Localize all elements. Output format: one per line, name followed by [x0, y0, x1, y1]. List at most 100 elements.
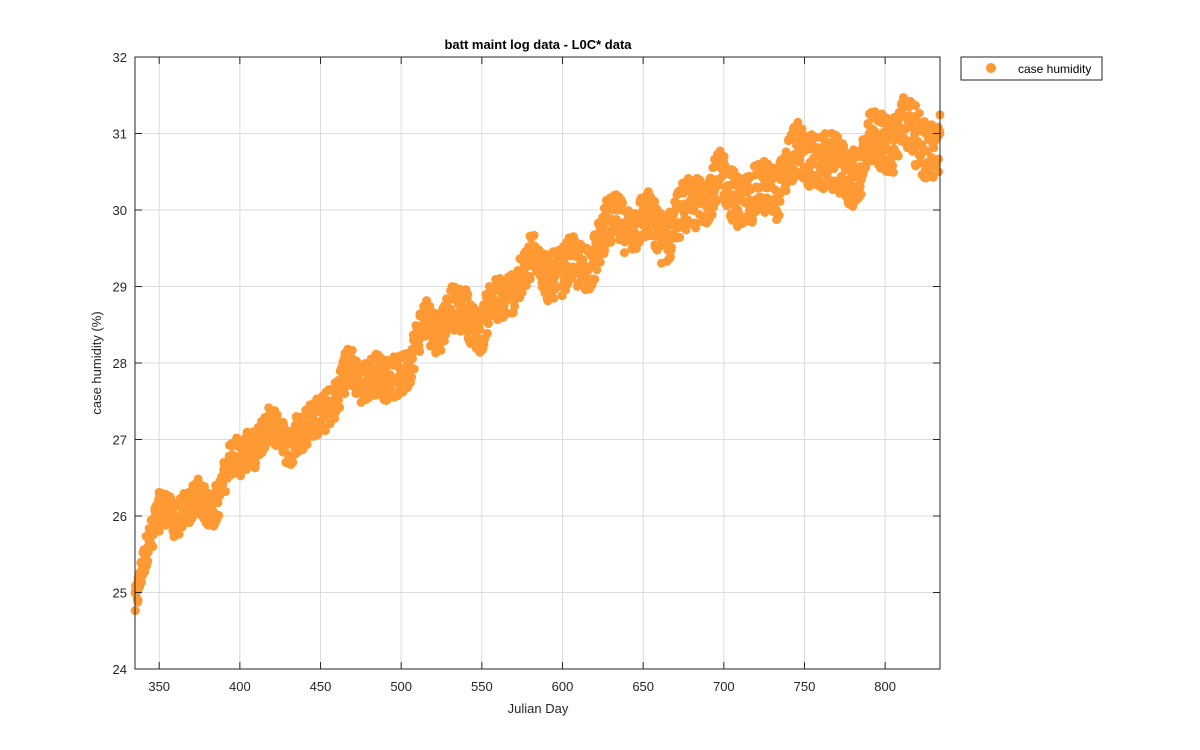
data-point	[415, 346, 425, 356]
data-point	[143, 547, 153, 557]
x-tick-label: 800	[874, 679, 896, 694]
x-tick-label: 750	[794, 679, 816, 694]
data-point	[199, 482, 209, 492]
data-point	[898, 93, 908, 103]
x-tick-label: 600	[552, 679, 574, 694]
data-point	[549, 293, 559, 303]
y-tick-label: 29	[113, 280, 127, 295]
data-point	[334, 391, 344, 401]
x-tick-label: 550	[471, 679, 493, 694]
data-point	[320, 426, 330, 436]
data-point	[893, 151, 903, 161]
data-point	[483, 318, 493, 328]
data-point	[221, 486, 231, 496]
data-points	[130, 93, 945, 616]
data-point	[521, 281, 531, 291]
data-point	[898, 109, 908, 119]
data-point	[775, 196, 785, 206]
x-tick-label: 650	[632, 679, 654, 694]
y-tick-label: 28	[113, 356, 127, 371]
x-tick-label: 450	[310, 679, 332, 694]
data-point	[214, 510, 224, 520]
data-point	[517, 288, 527, 298]
data-point	[583, 266, 593, 276]
data-point	[606, 237, 616, 247]
data-point	[793, 117, 803, 127]
y-tick-label: 32	[113, 50, 127, 65]
legend-marker	[986, 63, 996, 73]
data-point	[482, 328, 492, 338]
data-point	[856, 189, 866, 199]
data-point	[510, 301, 520, 311]
data-point	[914, 108, 924, 118]
data-point	[463, 289, 473, 299]
y-axis-title: case humidity (%)	[89, 311, 104, 414]
data-point	[529, 230, 539, 240]
data-point	[833, 132, 843, 142]
data-point	[335, 403, 345, 413]
data-point	[829, 164, 839, 174]
data-point	[436, 345, 446, 355]
data-point	[822, 168, 832, 178]
data-point	[665, 252, 675, 262]
data-point	[457, 300, 467, 310]
data-point	[911, 101, 921, 111]
data-point	[573, 278, 583, 288]
data-point	[143, 556, 153, 566]
data-point	[679, 204, 689, 214]
data-point	[590, 274, 600, 284]
data-point	[675, 232, 685, 242]
legend[interactable]: case humidity	[960, 56, 1103, 81]
data-point	[619, 248, 629, 258]
data-point	[934, 167, 944, 177]
y-tick-label: 25	[113, 586, 127, 601]
data-point	[666, 243, 676, 253]
x-tick-label: 700	[713, 679, 735, 694]
data-point	[618, 198, 628, 208]
data-point	[781, 186, 791, 196]
y-tick-label: 31	[113, 127, 127, 142]
data-point	[719, 151, 729, 161]
data-point	[433, 318, 443, 328]
data-point	[807, 160, 817, 170]
data-point	[709, 202, 719, 212]
data-point	[774, 210, 784, 220]
data-point	[889, 135, 899, 145]
data-point	[408, 354, 418, 364]
data-point	[820, 129, 830, 139]
data-point	[330, 413, 340, 423]
data-point	[445, 304, 455, 314]
data-point	[251, 458, 261, 468]
data-point	[213, 498, 223, 508]
data-point	[855, 182, 865, 192]
data-point	[934, 126, 944, 136]
x-tick-label: 400	[229, 679, 251, 694]
data-point	[888, 160, 898, 170]
data-point	[650, 196, 660, 206]
data-point	[279, 422, 289, 432]
data-point	[236, 471, 246, 481]
chart-title: batt maint log data - L0C* data	[444, 37, 632, 52]
y-tick-label: 24	[113, 662, 127, 677]
data-point	[707, 210, 717, 220]
x-tick-label: 500	[390, 679, 412, 694]
data-point	[888, 167, 898, 177]
ticks: 350 400 450 500 550 600 650 700 750 800 24 25 26 27 28…	[113, 50, 940, 694]
y-tick-label: 27	[113, 433, 127, 448]
x-tick-label: 350	[148, 679, 170, 694]
x-axis-title: Julian Day	[508, 701, 569, 716]
data-point	[595, 257, 605, 267]
data-point	[788, 164, 798, 174]
data-point	[487, 292, 497, 302]
data-point	[347, 345, 357, 355]
data-point	[933, 154, 943, 164]
data-point	[746, 184, 756, 194]
data-point	[302, 439, 312, 449]
y-tick-label: 26	[113, 509, 127, 524]
data-point	[524, 271, 534, 281]
data-point	[919, 117, 929, 127]
data-point	[747, 217, 757, 227]
data-point	[174, 529, 184, 539]
data-point	[409, 364, 419, 374]
